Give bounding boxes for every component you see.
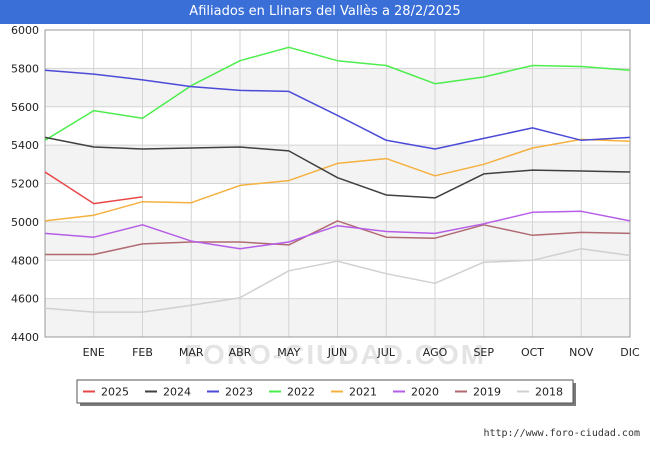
x-tick-label: MAR (179, 346, 204, 359)
plot-border (44, 29, 631, 338)
x-tick-label: FEB (132, 346, 153, 359)
legend-label-2018: 2018 (535, 386, 563, 399)
legend-label-2022: 2022 (287, 386, 315, 399)
x-tick-label: DIC (620, 346, 640, 359)
y-tick-label: 4400 (11, 331, 39, 344)
y-tick-label: 5200 (11, 178, 39, 191)
y-tick-label: 4800 (11, 254, 39, 267)
series-line-2019 (45, 220, 631, 256)
x-tick-label: NOV (569, 346, 594, 359)
y-tick-label: 6000 (11, 24, 39, 37)
y-tick-label: 5800 (11, 62, 39, 75)
legend-box (76, 379, 574, 404)
series-lines (44, 46, 631, 313)
series-line-2018 (44, 247, 631, 313)
grid-lines (44, 29, 631, 338)
series-line-2025 (44, 171, 143, 205)
legend-label-2024: 2024 (163, 386, 191, 399)
x-tick-label: ENE (83, 346, 105, 359)
y-tick-label: 5400 (11, 139, 39, 152)
y-tick-label: 5600 (11, 101, 39, 114)
legend: 2025 2024 2023 2022 2021 2020 2019 2018 (76, 379, 576, 406)
series-line-2021 (44, 138, 631, 222)
legend-label-2023: 2023 (225, 386, 253, 399)
x-tick-label: ABR (229, 346, 252, 359)
watermark-text: FORO-CIUDAD.COM (184, 339, 486, 370)
y-tick-label: 4600 (11, 293, 39, 306)
y-tick-label: 5000 (11, 216, 39, 229)
axis-labels: 4400 4600 4800 5000 5200 5400 5600 5800 6000 ENE F… (11, 24, 640, 359)
legend-label-2025: 2025 (101, 386, 129, 399)
x-tick-label: JUN (327, 346, 348, 359)
series-line-2022 (44, 46, 631, 141)
x-tick-label: OCT (521, 346, 544, 359)
x-tick-label: AGO (423, 346, 448, 359)
series-line-2020 (44, 210, 631, 250)
source-url: http://www.foro-ciudad.com (483, 428, 640, 439)
legend-label-2019: 2019 (473, 386, 501, 399)
series-line-2024 (44, 136, 631, 199)
x-tick-label: MAY (277, 346, 300, 359)
chart-title: Afiliados en Llinars del Vallès a 28/2/2… (0, 0, 650, 24)
series-line-2023 (44, 69, 631, 150)
x-tick-label: SEP (473, 346, 494, 359)
x-tick-label: JUL (377, 346, 396, 359)
legend-label-2020: 2020 (411, 386, 439, 399)
legend-label-2021: 2021 (349, 386, 377, 399)
